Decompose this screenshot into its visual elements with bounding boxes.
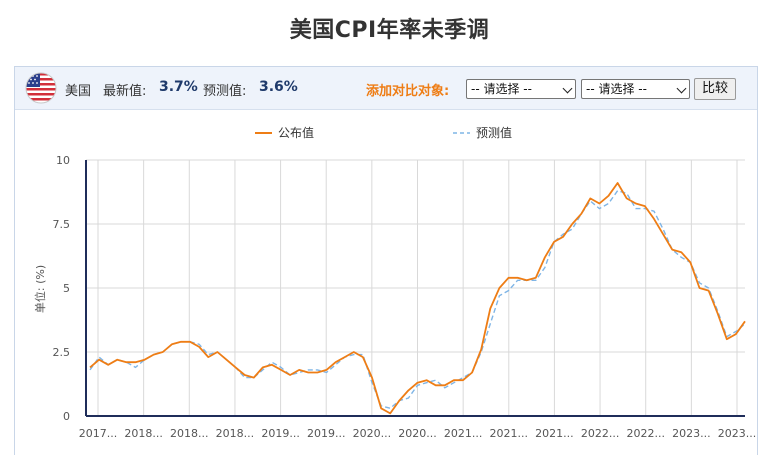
x-tick-label: 2022... bbox=[626, 427, 664, 440]
compare-select-1[interactable]: -- 请选择 -- bbox=[466, 79, 576, 99]
compare-select-2-value: -- 请选择 -- bbox=[586, 82, 647, 96]
x-tick-label: 2018... bbox=[216, 427, 254, 440]
latest-value: 3.7% bbox=[159, 79, 198, 95]
forecast-value: 3.6% bbox=[259, 79, 298, 95]
legend-label-forecast[interactable]: 预测值 bbox=[476, 125, 512, 140]
x-tick-label: 2017... bbox=[79, 427, 117, 440]
compare-select-1-value: -- 请选择 -- bbox=[471, 82, 532, 96]
series-line-published[interactable] bbox=[89, 182, 746, 415]
x-tick-label: 2018... bbox=[124, 427, 162, 440]
x-tick-label: 2019... bbox=[307, 427, 345, 440]
y-tick-label: 2.5 bbox=[53, 346, 71, 359]
grid bbox=[86, 159, 745, 416]
x-tick-label: 2021... bbox=[444, 427, 482, 440]
y-axis-label: 单位: (%) bbox=[33, 265, 47, 313]
x-tick-label: 2021... bbox=[490, 427, 528, 440]
y-tick-label: 7.5 bbox=[53, 218, 71, 231]
latest-label: 最新值: bbox=[103, 84, 147, 99]
x-tick-label: 2023... bbox=[672, 427, 710, 440]
page-title: 美国CPI年率未季调 bbox=[289, 18, 490, 43]
x-tick-label: 2023... bbox=[718, 427, 756, 440]
y-tick-label: 5 bbox=[63, 282, 70, 295]
y-tick-label: 10 bbox=[56, 154, 70, 167]
compare-button[interactable]: 比较 bbox=[694, 78, 736, 100]
x-tick-label: 2021... bbox=[535, 427, 573, 440]
y-tick-label: 0 bbox=[63, 410, 70, 423]
x-tick-label: 2019... bbox=[261, 427, 299, 440]
legend: 公布值 预测值 bbox=[255, 125, 512, 140]
forecast-label: 预测值: bbox=[203, 84, 247, 99]
x-tick-label: 2020... bbox=[398, 427, 436, 440]
legend-label-published[interactable]: 公布值 bbox=[278, 125, 314, 140]
country-name: 美国 bbox=[65, 84, 92, 99]
x-tick-label: 2020... bbox=[353, 427, 391, 440]
series bbox=[89, 182, 746, 415]
series-line-forecast[interactable] bbox=[89, 189, 746, 409]
x-tick-label: 2022... bbox=[581, 427, 619, 440]
compare-label: 添加对比对象: bbox=[366, 84, 450, 99]
compare-select-2[interactable]: -- 请选择 -- bbox=[581, 79, 690, 99]
chart-panel: 美国 最新值: 3.7% 预测值: 3.6% 添加对比对象: -- 请选择 --… bbox=[14, 66, 758, 455]
axes: 0 2.5 5 7.5 10 2017... 2018... 2018... 2018... 20… bbox=[53, 154, 757, 440]
us-flag-icon bbox=[25, 72, 57, 104]
info-bar: 美国 最新值: 3.7% 预测值: 3.6% 添加对比对象: -- 请选择 --… bbox=[15, 67, 757, 110]
x-tick-label: 2018... bbox=[170, 427, 208, 440]
